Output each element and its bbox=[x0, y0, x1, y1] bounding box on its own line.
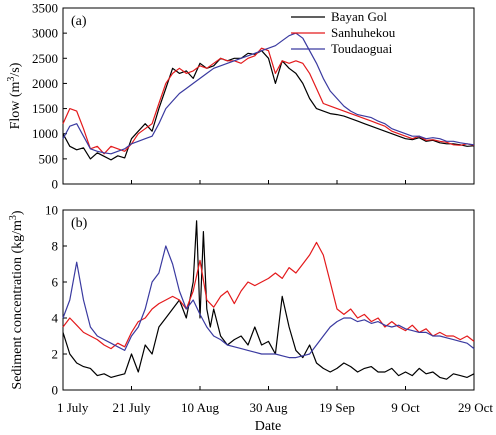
panel-a-series-lines bbox=[62, 32, 475, 161]
x-tick-label-5: 9 Oct bbox=[391, 400, 420, 415]
panel-b-plot-frame bbox=[62, 209, 475, 391]
panel-a-y-tick-label-6: 3000 bbox=[32, 26, 58, 41]
panel-b-series-sanhuhekou bbox=[62, 241, 475, 350]
legend-label-2: Toudaoguai bbox=[331, 41, 393, 56]
panel-a-flow-chart: 0 500 1000 1500 2000 2500 3000 3500 (a) Flow (m… bbox=[6, 1, 475, 192]
panel-a-series-sanhuhekou bbox=[62, 47, 475, 155]
panel-a-y-tick-label-3: 1500 bbox=[32, 101, 58, 116]
x-axis-title: Date bbox=[255, 419, 281, 434]
panel-b-y-tick-label-1: 2 bbox=[52, 347, 59, 362]
panel-b-y-tick-label-4: 8 bbox=[52, 239, 59, 254]
panel-b-series-toudaoguai bbox=[62, 245, 475, 359]
x-tick-label-3: 30 Aug bbox=[250, 400, 288, 415]
panel-b-sediment-chart: 0 2 4 6 8 10 (b) Sediment concentration (kg/m… bbox=[8, 203, 475, 398]
panel-a-y-tick-label-2: 1000 bbox=[32, 126, 58, 141]
legend-label-0: Bayan Gol bbox=[331, 9, 387, 24]
panel-a-series-bayan-gol bbox=[62, 50, 475, 161]
panel-b-y-tick-label-0: 0 bbox=[52, 383, 59, 398]
x-tick-label-0: 1 July bbox=[57, 400, 89, 415]
x-tick-label-2: 10 Aug bbox=[181, 400, 219, 415]
panel-b-y-tick-label-3: 6 bbox=[52, 275, 59, 290]
panel-a-x-ticks bbox=[62, 180, 475, 184]
panel-a-y-tick-label-1: 500 bbox=[39, 151, 59, 166]
panel-a-y-tick-label-0: 0 bbox=[52, 177, 59, 192]
panel-b-series-lines bbox=[62, 220, 475, 380]
legend-label-1: Sanhuhekou bbox=[331, 25, 396, 40]
panel-a-y-tick-label-7: 3500 bbox=[32, 1, 58, 16]
x-tick-label-4: 19 Sep bbox=[319, 400, 355, 415]
panel-b-tag: (b) bbox=[71, 216, 88, 231]
panel-b-series-bayan-gol bbox=[62, 220, 475, 380]
panel-a-y-tick-label-5: 2500 bbox=[32, 51, 58, 66]
panel-b-y-axis-title: Sediment concentration (kg/m3) bbox=[8, 210, 25, 390]
panel-b-y-ticks: 0 2 4 6 8 10 bbox=[45, 203, 67, 398]
x-tick-label-1: 21 July bbox=[113, 400, 151, 415]
panel-b-y-tick-label-5: 10 bbox=[45, 203, 58, 218]
panel-a-y-axis-title: Flow (m3/s) bbox=[6, 62, 23, 129]
x-tick-label-6: 29 Oct bbox=[458, 400, 493, 415]
panel-a-y-tick-label-4: 2000 bbox=[32, 76, 58, 91]
panel-a-y-ticks: 0 500 1000 1500 2000 2500 3000 3500 bbox=[32, 1, 67, 192]
panel-b-y-tick-label-2: 4 bbox=[52, 311, 59, 326]
panel-a-tag: (a) bbox=[71, 14, 87, 29]
panel-a-series-toudaoguai bbox=[62, 32, 475, 155]
panel-b-x-ticks bbox=[62, 386, 475, 390]
x-axis-tick-labels: 1 July 21 July 10 Aug 30 Aug 19 Sep 9 Oct 29 O… bbox=[57, 400, 493, 415]
